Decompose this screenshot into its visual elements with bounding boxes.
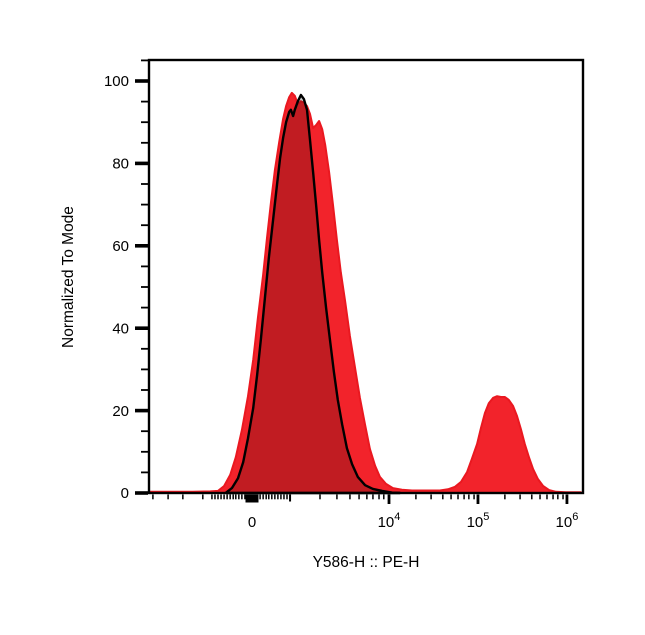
x-minor-tick [519,494,521,500]
y-axis-ticks [135,59,148,495]
y-minor-tick [141,224,148,227]
x-tick-label: 106 [556,511,579,531]
x-minor-tick [262,494,264,500]
x-minor-tick [268,494,270,500]
y-minor-tick [141,203,148,206]
y-tick-label: 80 [112,156,129,173]
y-minor-tick [141,141,148,144]
y-minor-tick [141,183,148,185]
x-minor-tick [244,494,246,500]
y-tick-label: 40 [112,320,129,337]
x-minor-tick [274,494,276,500]
x-minor-tick [366,494,368,500]
x-minor-tick [378,494,380,500]
x-minor-tick [217,494,219,500]
x-axis-title: Y586-H :: PE-H [312,554,420,571]
x-minor-tick [202,494,204,500]
x-minor-tick [504,494,506,500]
x-minor-tick [383,494,385,500]
y-minor-tick [141,121,148,124]
x-minor-tick [280,494,282,500]
x-minor-tick [358,494,360,500]
y-major-tick [135,491,148,495]
y-tick-labels: 0 20 40 60 80 100 [104,73,129,502]
x-minor-tick [468,494,470,500]
x-minor-tick [229,494,231,500]
x-minor-tick [546,494,548,500]
y-axis-title: Normalized To Mode [60,206,77,348]
x-minor-tick [271,494,273,500]
x-zero-tick-blob [245,494,259,503]
y-minor-tick [141,389,148,391]
x-minor-tick [182,494,184,500]
y-major-tick [135,326,148,330]
black-outline-histogram [224,93,402,495]
x-minor-tick [557,494,559,500]
x-minor-tick [552,494,554,500]
x-minor-tick [457,494,459,500]
x-minor-tick [232,494,234,500]
x-minor-tick [430,494,432,500]
histogram-series [149,91,582,495]
x-minor-tick [463,494,465,500]
y-major-tick [135,244,148,248]
x-minor-tick [286,494,288,500]
y-tick-label: 100 [104,73,129,90]
y-minor-tick [141,430,148,433]
y-tick-label: 0 [121,485,129,502]
x-minor-tick [277,494,279,500]
x-medium-tick [289,494,292,502]
y-minor-tick [141,368,148,371]
x-minor-tick [167,494,169,500]
x-minor-tick [442,494,444,500]
y-tick-label: 60 [112,238,129,255]
x-minor-tick [152,494,154,500]
x-minor-tick [473,494,475,500]
y-major-tick [135,161,148,166]
x-minor-tick [235,494,237,500]
x-minor-tick [220,494,222,500]
x-major-tick [387,494,391,504]
y-minor-tick [141,450,148,453]
x-minor-tick [238,494,240,500]
y-minor-tick [141,100,148,103]
y-major-tick [135,79,148,83]
x-minor-tick [336,494,338,500]
x-minor-tick [214,494,216,500]
x-minor-tick [372,494,374,500]
plot-frame [147,58,585,495]
x-tick-label: 0 [248,514,256,531]
x-tick-label: 105 [467,511,490,531]
x-minor-tick [226,494,228,500]
x-major-tick [565,494,569,504]
x-minor-tick [562,494,564,500]
x-minor-tick [223,494,225,500]
y-minor-tick [141,306,148,309]
y-minor-tick [141,265,148,268]
x-minor-tick [415,494,417,500]
x-minor-tick [283,494,285,500]
x-minor-tick [450,494,452,500]
x-minor-tick [319,494,321,500]
x-minor-tick [531,494,533,500]
x-minor-tick [539,494,541,500]
x-tick-labels: 0 104 105 106 [248,511,579,531]
y-tick-label: 20 [112,403,129,420]
x-minor-tick [349,494,351,500]
x-tick-label: 104 [378,511,401,531]
x-minor-tick [211,494,213,500]
y-minor-tick [141,286,148,288]
y-major-tick [135,408,148,413]
x-axis-ticks [152,494,569,504]
x-minor-tick [259,494,261,500]
y-minor-tick [141,59,148,62]
y-minor-tick [141,471,148,474]
x-minor-tick [241,494,243,500]
x-major-tick [476,494,480,504]
red-filled-histogram [149,91,582,494]
x-minor-tick [265,494,267,500]
y-minor-tick [141,347,148,350]
